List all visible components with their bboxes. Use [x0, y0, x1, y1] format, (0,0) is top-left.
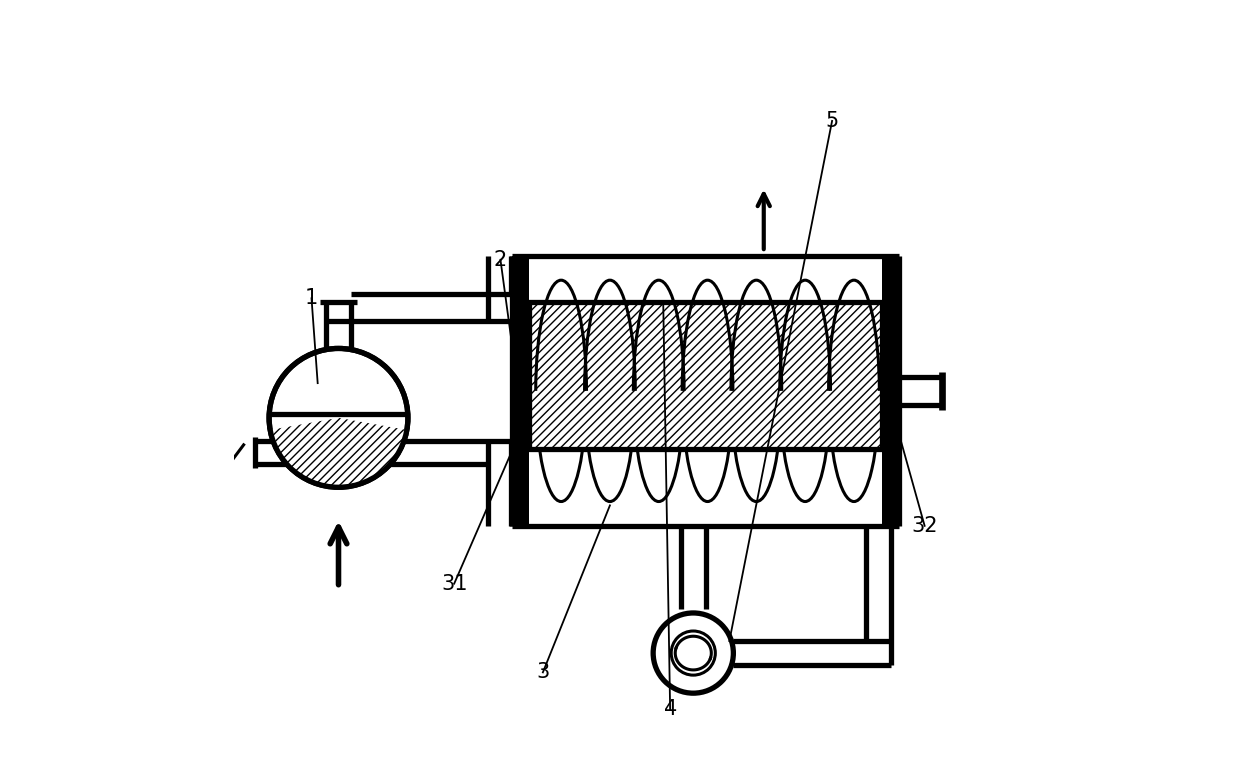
Bar: [512, 256, 529, 526]
Text: 2: 2: [494, 250, 507, 270]
Text: 5: 5: [826, 111, 838, 131]
Circle shape: [653, 613, 733, 694]
Bar: [882, 256, 899, 526]
Bar: [529, 302, 882, 449]
Circle shape: [671, 631, 715, 675]
Text: 32: 32: [911, 515, 937, 536]
Text: 3: 3: [536, 663, 549, 683]
Text: 31: 31: [441, 574, 467, 594]
Text: 4: 4: [663, 700, 677, 719]
Wedge shape: [270, 418, 407, 488]
Circle shape: [269, 348, 408, 488]
Text: 1: 1: [305, 288, 319, 308]
Bar: [529, 302, 882, 449]
